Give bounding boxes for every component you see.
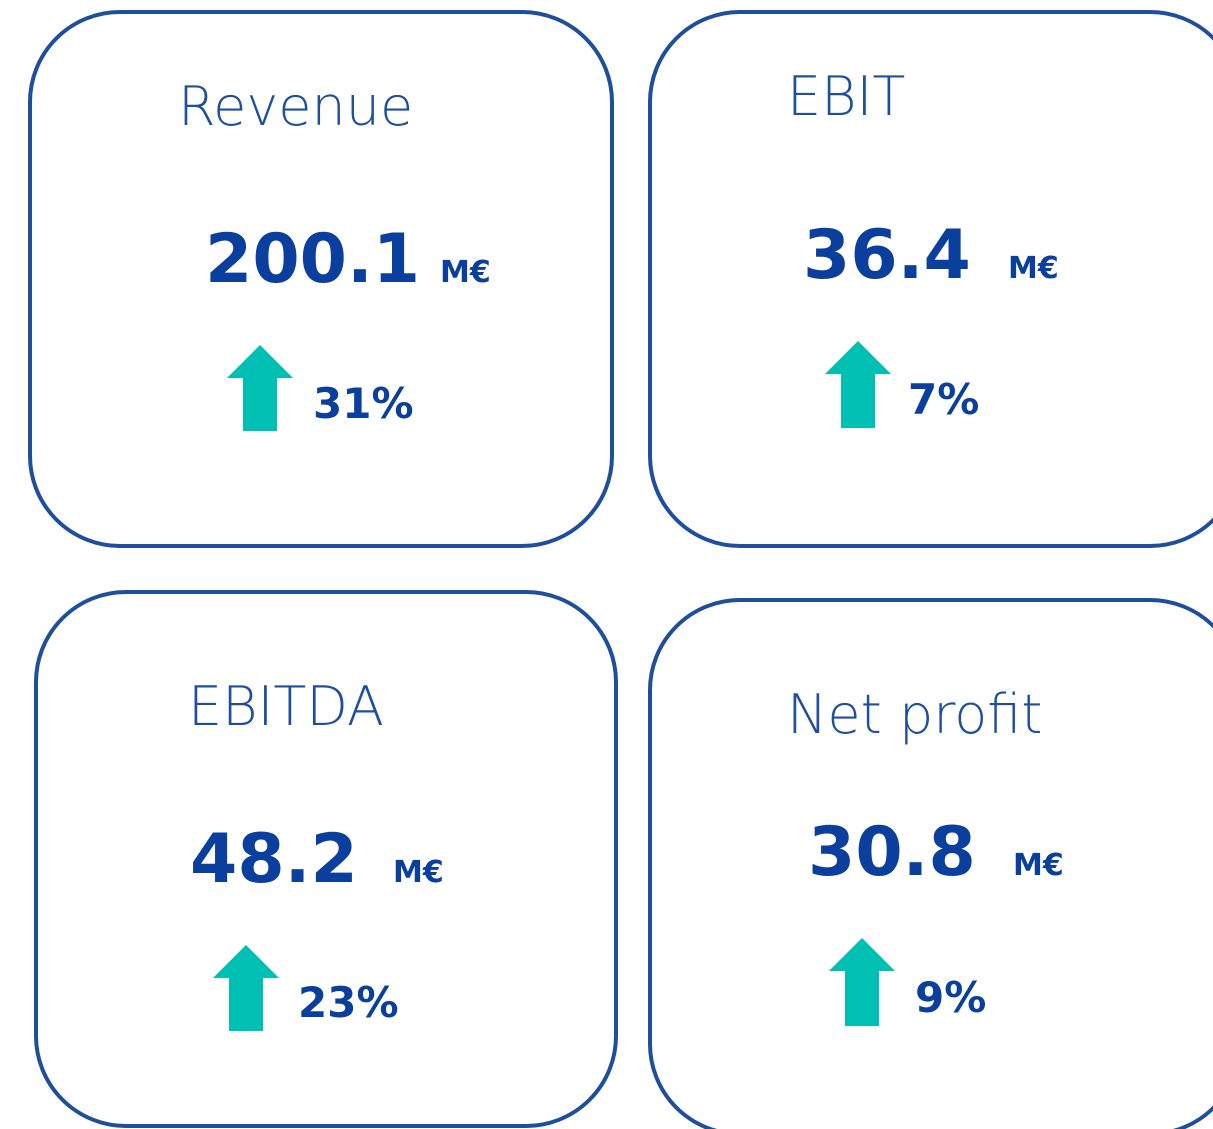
card-frame bbox=[28, 10, 614, 548]
card-change: 23% bbox=[298, 978, 399, 1027]
card-frame bbox=[648, 10, 1213, 548]
card: EBITDA 48.2 M€ 23% bbox=[34, 590, 618, 1128]
card-change: 7% bbox=[908, 375, 979, 424]
card: Revenue 200.1 M€ 31% bbox=[28, 10, 614, 548]
card-value: 48.2 bbox=[190, 820, 358, 899]
up-arrow bbox=[213, 945, 279, 1031]
card-value: 36.4 bbox=[803, 216, 971, 295]
card-unit: M€ bbox=[393, 855, 444, 890]
card-frame bbox=[648, 598, 1213, 1129]
up-arrow bbox=[825, 341, 891, 428]
card-unit: M€ bbox=[1008, 251, 1059, 286]
up-arrow bbox=[829, 938, 895, 1026]
card: EBIT 36.4 M€ 7% bbox=[648, 10, 1213, 548]
card-change: 9% bbox=[915, 973, 986, 1022]
card-change: 31% bbox=[313, 379, 414, 428]
card-title: EBIT bbox=[787, 65, 905, 128]
card-unit: M€ bbox=[1013, 848, 1064, 883]
card-value: 30.8 bbox=[808, 813, 976, 892]
card-value: 200.1 bbox=[205, 220, 420, 299]
up-arrow bbox=[227, 345, 293, 431]
card-title: Revenue bbox=[178, 75, 413, 138]
card-title: Net profit bbox=[787, 683, 1042, 746]
card-frame bbox=[34, 590, 618, 1128]
card-unit: M€ bbox=[440, 255, 491, 290]
card: Net profit 30.8 M€ 9% bbox=[648, 598, 1213, 1129]
card-title: EBITDA bbox=[188, 675, 384, 738]
